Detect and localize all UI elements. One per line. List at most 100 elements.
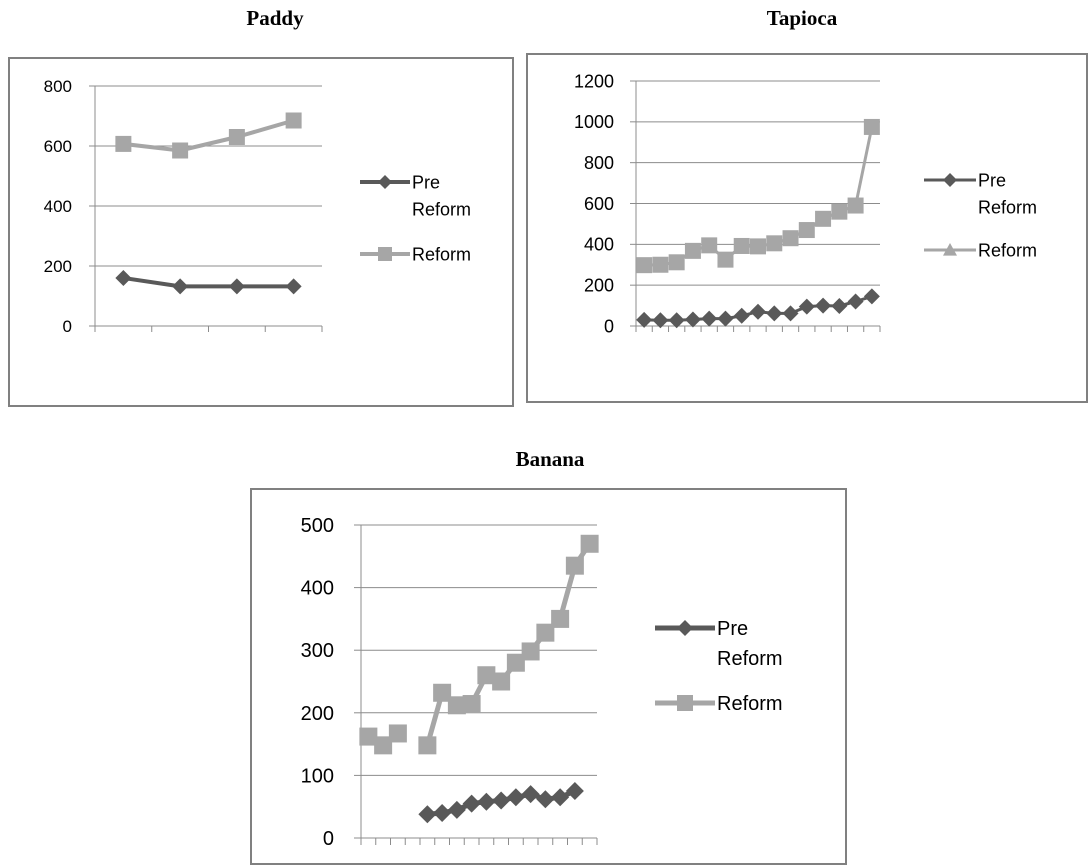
tapioca-series-pre-reform-point bbox=[815, 297, 832, 314]
legend-marker-icon bbox=[378, 175, 392, 189]
paddy-series-reform-line bbox=[123, 118, 295, 153]
banana-series-reform-point bbox=[433, 683, 452, 702]
banana-legend-pre-reform: Pre Reform bbox=[655, 618, 783, 670]
tapioca-series-pre-reform-point bbox=[668, 312, 685, 329]
banana-series-reform-point bbox=[477, 666, 496, 685]
paddy-series-reform-point bbox=[285, 112, 302, 129]
banana-series-reform-point bbox=[580, 534, 599, 553]
tapioca-series-reform-point bbox=[815, 210, 832, 227]
tapioca-series-reform bbox=[636, 118, 880, 274]
banana-chart-title: Banana bbox=[515, 447, 585, 471]
tapioca-series-pre-reform-point bbox=[636, 311, 653, 328]
banana-series-pre-reform-point bbox=[462, 794, 481, 813]
banana-series-reform-point bbox=[492, 672, 511, 691]
legend-marker-icon bbox=[943, 243, 957, 256]
tapioca-chart-title: Tapioca bbox=[766, 6, 838, 30]
tapioca-ytick-label: 400 bbox=[584, 235, 614, 255]
tapioca-ytick-label: 0 bbox=[604, 316, 614, 336]
legend-label: Reform bbox=[412, 199, 471, 219]
legend-label: Reform bbox=[412, 244, 471, 264]
banana-series-reform-point bbox=[462, 695, 481, 714]
banana-series-pre-reform-point bbox=[551, 788, 570, 807]
tapioca-series-pre-reform-point bbox=[733, 307, 750, 324]
paddy-series-pre-reform-point bbox=[285, 278, 302, 295]
tapioca-series-reform-point bbox=[750, 238, 766, 255]
tapioca-series-pre-reform-point bbox=[847, 293, 864, 310]
tapioca-ytick-label: 200 bbox=[584, 275, 614, 295]
paddy-series-pre-reform-point bbox=[172, 278, 189, 295]
paddy-series-pre-reform-line bbox=[123, 276, 294, 289]
tapioca-ytick-label: 800 bbox=[584, 153, 614, 173]
banana-series-reform-point bbox=[447, 696, 466, 715]
paddy-ytick-label: 400 bbox=[44, 197, 72, 216]
tapioca-series-reform-point bbox=[717, 251, 734, 268]
legend-label: Reform bbox=[717, 693, 783, 715]
banana-ytick-label: 200 bbox=[301, 703, 334, 725]
tapioca-series-reform-point bbox=[636, 257, 653, 274]
banana-series-pre-reform-point bbox=[447, 800, 466, 819]
tapioca-series-pre-reform-point bbox=[831, 297, 848, 314]
paddy-ytick-label: 800 bbox=[44, 77, 72, 96]
paddy-chart-frame bbox=[8, 57, 514, 407]
tapioca-gridlines bbox=[630, 80, 880, 327]
banana-series-pre-reform-point bbox=[565, 782, 584, 801]
tapioca-series-pre-reform-point bbox=[782, 305, 799, 322]
paddy-ytick-label: 200 bbox=[44, 257, 72, 276]
paddy-legend-pre-reform: Pre Reform bbox=[360, 172, 471, 219]
banana-series-pre-reform-point bbox=[536, 790, 555, 809]
banana-series-reform-line bbox=[367, 542, 592, 748]
tapioca-series-reform-point bbox=[831, 203, 848, 220]
paddy-chart-title: Paddy bbox=[246, 6, 304, 30]
tapioca-series-reform-point bbox=[798, 222, 815, 239]
legend-label: Pre bbox=[717, 618, 748, 640]
banana-series-pre-reform-point bbox=[477, 792, 496, 811]
tapioca-series-reform-point bbox=[684, 242, 701, 259]
banana-series-reform-point bbox=[359, 727, 378, 746]
paddy-ytick-label: 600 bbox=[44, 137, 72, 156]
tapioca-ytick-label: 600 bbox=[584, 194, 614, 214]
banana-series-pre-reform-point bbox=[433, 803, 452, 822]
paddy-series-reform bbox=[115, 112, 302, 159]
banana-ytick-label: 400 bbox=[301, 578, 334, 600]
banana-series-reform-point bbox=[551, 609, 570, 628]
legend-label: Reform bbox=[978, 240, 1037, 260]
legend-marker-icon bbox=[677, 695, 693, 711]
banana-ytick-label: 100 bbox=[301, 765, 334, 787]
banana-ytick-label: 500 bbox=[301, 515, 334, 537]
legend-label: Reform bbox=[717, 648, 783, 670]
legend-label: Pre bbox=[978, 170, 1006, 190]
tapioca-series-reform-point bbox=[782, 230, 799, 247]
banana-series-reform-point bbox=[374, 736, 393, 755]
banana-series-reform-point bbox=[521, 642, 540, 661]
tapioca-series-reform-point bbox=[733, 237, 750, 254]
tapioca-series-reform-point bbox=[863, 118, 880, 135]
tapioca-legend-reform: Reform bbox=[924, 240, 1037, 260]
tapioca-series-pre-reform-point bbox=[701, 310, 718, 327]
banana-series-reform-point bbox=[418, 736, 437, 755]
paddy-series-reform-point bbox=[228, 129, 245, 145]
banana-series-reform bbox=[359, 534, 599, 755]
legend-marker-icon bbox=[943, 173, 957, 187]
tapioca-series-reform-point bbox=[652, 256, 669, 273]
paddy-ytick-label: 0 bbox=[63, 317, 72, 336]
banana-series-pre-reform-point bbox=[521, 785, 540, 804]
tapioca-series-pre-reform-point bbox=[863, 288, 880, 305]
tapioca-series-pre-reform-point bbox=[717, 310, 734, 327]
paddy-series-pre-reform-point bbox=[115, 270, 132, 286]
tapioca-series-reform-point bbox=[668, 254, 685, 271]
paddy-series-pre-reform-point bbox=[228, 278, 245, 295]
banana-series-pre-reform-point bbox=[418, 805, 437, 824]
legend-label: Pre bbox=[412, 172, 440, 192]
tapioca-series-pre-reform-point bbox=[684, 311, 701, 328]
tapioca-series-pre-reform-point bbox=[652, 312, 669, 329]
tapioca-ytick-label: 1200 bbox=[574, 71, 614, 91]
tapioca-legend-pre-reform: Pre Reform bbox=[924, 170, 1037, 217]
tapioca-series-pre-reform bbox=[636, 288, 880, 329]
paddy-legend-reform: Reform bbox=[360, 244, 471, 264]
banana-series-reform-point bbox=[536, 623, 555, 642]
banana-series-pre-reform-point bbox=[492, 791, 511, 810]
banana-legend-reform: Reform bbox=[655, 693, 783, 715]
tapioca-ytick-label: 1000 bbox=[574, 112, 614, 132]
paddy-series-reform-point bbox=[115, 135, 132, 152]
